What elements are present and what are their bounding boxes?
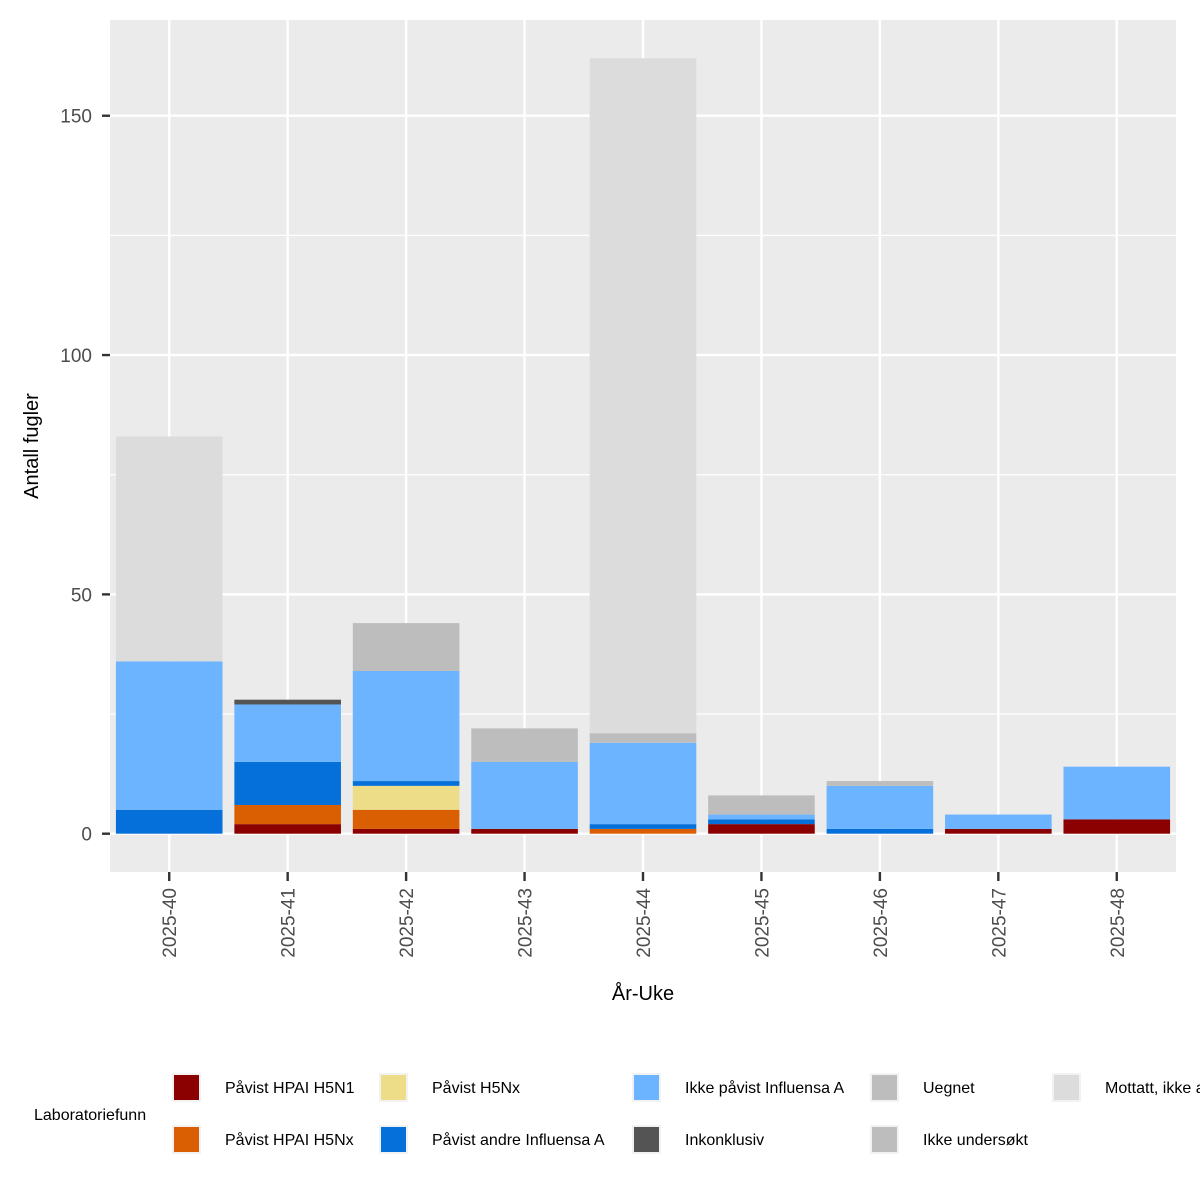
legend-label: Inkonklusiv [685,1132,764,1149]
legend-label: Uegnet [923,1080,975,1097]
legend-swatch [872,1075,897,1100]
bar-segment [352,623,460,671]
bar-segment [589,733,697,743]
bar-segment [708,795,815,815]
bars [115,58,1171,834]
legend-label: Mottatt, ikke a [1105,1080,1200,1097]
bar-segment [945,814,1052,829]
y-axis: 0 50 100 150 [60,107,110,846]
legend-label: Ikke undersøkt [923,1132,1028,1149]
bar-segment [115,809,223,834]
bar-segment [234,804,341,825]
legend-swatch [174,1075,199,1100]
bar-segment [826,781,934,786]
bar-segment [1063,819,1171,834]
bar-segment [234,699,341,705]
x-tick-label: 2025-42 [397,888,418,958]
x-tick-label: 2025-41 [279,888,300,958]
legend-swatch [634,1127,659,1152]
x-tick-label: 2025-46 [871,888,892,958]
legend-label: Påvist HPAI H5Nx [225,1131,354,1149]
bar-segment [708,814,815,820]
bar-segment [589,824,697,829]
y-axis-title: Antall fugler [21,393,43,499]
bar-segment [589,58,697,734]
legend-swatch [1054,1075,1079,1100]
bar-segment [352,809,460,829]
bar-segment [471,728,578,762]
x-tick-label: 2025-43 [516,888,537,958]
legend-swatch [174,1127,199,1152]
bar-segment [471,761,578,829]
x-tick-label: 2025-44 [634,888,655,958]
bar-segment [826,785,934,829]
legend-label: Påvist andre Influensa A [432,1131,605,1149]
x-tick-label: 2025-40 [160,888,181,958]
bar-segment [234,704,341,762]
y-tick-label: 100 [60,346,92,367]
legend-swatch [634,1075,659,1100]
bar-segment [352,828,460,834]
bar-segment [234,824,341,834]
legend-swatch [381,1075,406,1100]
bar-segment [352,781,460,786]
x-axis-title: År-Uke [612,982,674,1005]
y-tick-label: 150 [60,107,92,128]
bar-segment [589,742,697,825]
x-tick-label: 2025-47 [989,888,1010,958]
x-tick-label: 2025-45 [752,888,773,958]
legend-label: Ikke påvist Influensa A [685,1079,845,1097]
bar-segment [115,436,223,662]
bar-segment [589,828,697,834]
bar-segment [708,819,815,825]
bar-segment [826,828,934,834]
legend-swatch [872,1127,897,1152]
bar-segment [945,828,1052,834]
legend-label: Påvist HPAI H5N1 [225,1079,355,1097]
bar-segment [708,824,815,834]
bar-segment [471,828,578,834]
legend-title: Laboratoriefunn [34,1107,146,1124]
legend-label: Påvist H5Nx [432,1079,520,1097]
bar-segment [115,661,223,810]
legend-swatch [381,1127,406,1152]
legend: Påvist HPAI H5N1 Påvist HPAI H5Nx Påvist H… [172,1073,1200,1154]
y-tick-label: 50 [71,585,92,606]
bar-segment [352,785,460,810]
y-tick-label: 0 [81,825,92,846]
bar-segment [1063,766,1171,820]
x-axis: 2025-40 2025-41 2025-42 2025-43 2025-44 2025-… [160,872,1129,958]
bar-segment [234,761,341,805]
bar-segment [352,670,460,782]
x-tick-label: 2025-48 [1108,888,1129,958]
